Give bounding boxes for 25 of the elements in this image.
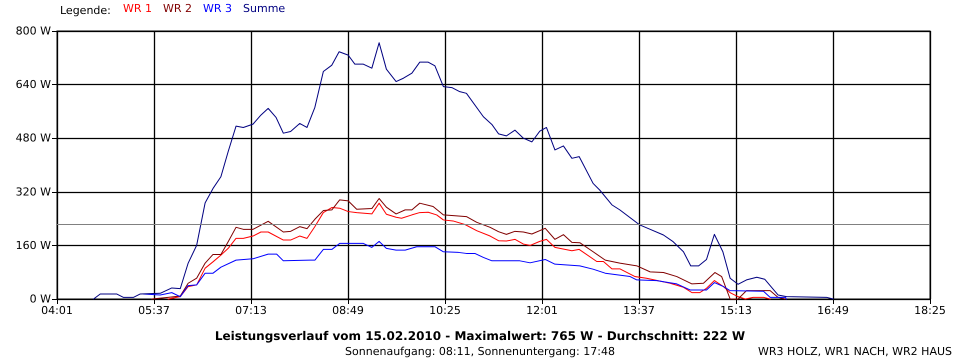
- y-tick-label: 320 W: [16, 185, 52, 198]
- text: Summe: [243, 2, 286, 15]
- y-tick-label: 160 W: [16, 238, 52, 252]
- text: WR 1: [123, 2, 152, 15]
- y-tick-label: 800 W: [16, 24, 52, 38]
- x-tick-label: 10:25: [429, 304, 461, 317]
- x-tick-label: 08:49: [332, 304, 364, 317]
- legend-title: Legende:: [60, 4, 111, 17]
- text: Leistungsverlauf vom 15.02.2010 - Maximalwert: 765 W - Durchschnitt: 222 W: [214, 329, 746, 343]
- x-tick-label: 16:49: [817, 304, 849, 317]
- x-tick-label: 13:37: [623, 304, 655, 317]
- x-tick-label: 18:25: [914, 304, 946, 317]
- line-series: [93, 42, 834, 300]
- x-tick-label: 12:01: [526, 304, 558, 317]
- text: WR 2: [163, 2, 192, 15]
- x-tick-label: 05:37: [138, 304, 170, 317]
- x-tick-label: 04:01: [41, 304, 73, 317]
- x-tick-label: 07:13: [235, 304, 267, 317]
- text: WR 3: [203, 2, 232, 15]
- y-tick-label: 0 W: [30, 292, 52, 306]
- text: Sonnenaufgang: 08:11, Sonnenuntergang: 17:48: [345, 345, 615, 358]
- y-tick-label: 480 W: [16, 132, 52, 145]
- y-tick-label: 640 W: [16, 78, 52, 92]
- x-tick-label: 15:13: [720, 304, 752, 317]
- text: WR3 HOLZ, WR1 NACH, WR2 HAUS: [758, 345, 952, 358]
